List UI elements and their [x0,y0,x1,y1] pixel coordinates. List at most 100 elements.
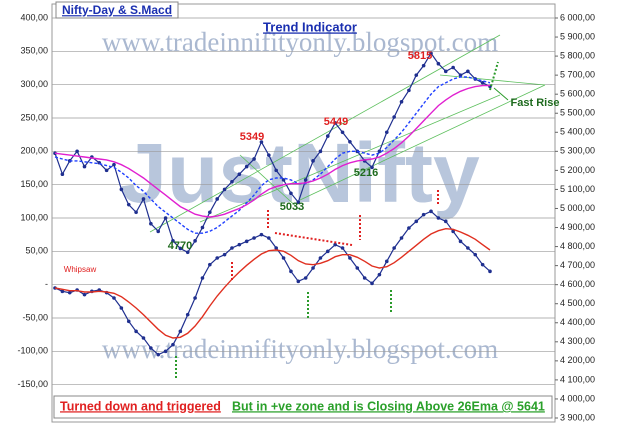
point [311,159,315,163]
footnote: But in +ve zone and is Closing Above 26E… [232,399,545,413]
point [126,319,131,324]
point [421,63,426,68]
point [318,149,323,154]
y2-tick-label: 5 900,00 [560,31,595,41]
y-tick-label: -150,00 [17,379,48,389]
y2-tick-label: 4 400,00 [560,317,595,327]
point [296,279,301,284]
point [119,187,124,192]
point [318,256,323,260]
point [274,246,278,250]
point [466,246,470,250]
point [134,329,138,334]
point [355,266,360,270]
point [429,209,433,214]
point [259,140,264,144]
y-tick-label: -50,00 [22,312,48,322]
y-tick-label: 250,00 [20,112,48,122]
point [281,256,286,260]
point [112,162,116,167]
point [458,73,463,77]
point [222,252,227,257]
point [244,239,249,244]
watermark: JustNifty [120,126,480,220]
point [311,266,315,270]
point [325,249,330,254]
point [488,269,492,274]
chart-subtitle: Trend Indicator [263,19,357,34]
point [399,100,404,104]
point [436,216,441,220]
y-tick-label: 150,00 [20,179,48,189]
y2-tick-label: 5 200,00 [560,165,595,175]
point [451,229,455,234]
channel-line [239,154,301,211]
point [384,130,389,135]
point [458,239,463,244]
y-tick-label: 350,00 [20,46,48,56]
y2-tick-label: 4 900,00 [560,222,595,232]
point [443,69,448,74]
point [82,164,87,169]
point [237,172,242,176]
point [171,239,175,243]
watermark-layer: www.tradeinnifityonly.blogspot.com JustN… [102,27,498,364]
annotation: Whipsaw [64,265,97,274]
point [333,242,337,247]
y-tick-label: -100,00 [17,346,48,356]
y-tick-label: 300,00 [20,79,48,89]
point [362,276,367,280]
y2-tick-label: 5 600,00 [560,89,595,99]
point [141,336,146,340]
footnote: Turned down and triggered [60,399,221,413]
point [267,153,271,157]
point [178,246,183,251]
y2-tick-label: 3 900,00 [560,412,595,422]
point [163,349,168,354]
point [222,187,227,192]
channel-line [439,74,546,86]
y-tick-label: 50,00 [25,246,48,256]
series-line [54,76,491,234]
point [193,239,197,243]
point [82,292,87,297]
y2-tick-label: 4 500,00 [560,298,595,308]
y-tick-label: - [45,279,48,289]
point [193,296,197,300]
annotation: Fast Rise [511,97,560,109]
chart-title: Nifty-Day & S.Macd [62,3,172,17]
point [185,312,190,317]
point [149,221,153,226]
watermark: www.tradeinnifityonly.blogspot.com [102,334,498,364]
point [377,272,382,277]
point [178,329,183,334]
point [480,262,485,267]
title-box [55,1,179,19]
series-layer [53,51,492,357]
point [215,197,220,201]
point [200,225,205,230]
point [407,88,411,93]
y2-tick-label: 5 800,00 [560,50,595,60]
point [267,236,271,240]
point [443,219,448,224]
point [392,115,396,119]
series-line [54,227,491,339]
point [392,246,396,250]
y2-tick-label: 4 600,00 [560,279,595,289]
arrow [274,232,353,246]
point [421,212,426,217]
annotation: 4770 [168,240,192,252]
point [149,346,153,350]
footnote-box [53,395,553,419]
point [230,180,234,184]
point [384,259,389,264]
point [230,246,234,250]
channel-line [299,84,546,201]
point [340,130,345,135]
point [252,236,256,240]
point [126,202,131,207]
point [348,256,352,260]
point [156,352,161,357]
annotation: 5033 [280,201,304,213]
